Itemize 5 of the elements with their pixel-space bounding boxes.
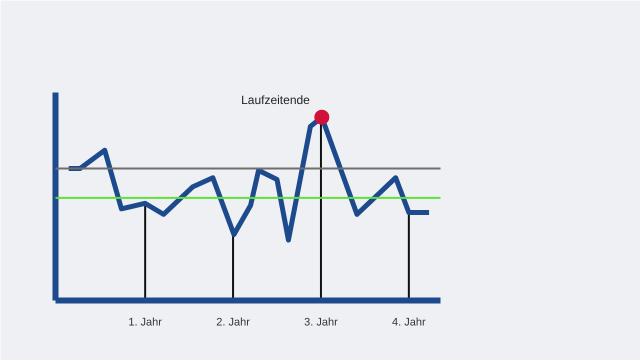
x-tick-label: 3. Jahr	[304, 316, 338, 328]
annotation: Laufzeitende	[241, 93, 310, 108]
x-tick-label: 2. Jahr	[216, 316, 250, 328]
x-tick-label: 1. Jahr	[128, 316, 162, 328]
x-tick-label: 4. Jahr	[392, 316, 426, 328]
